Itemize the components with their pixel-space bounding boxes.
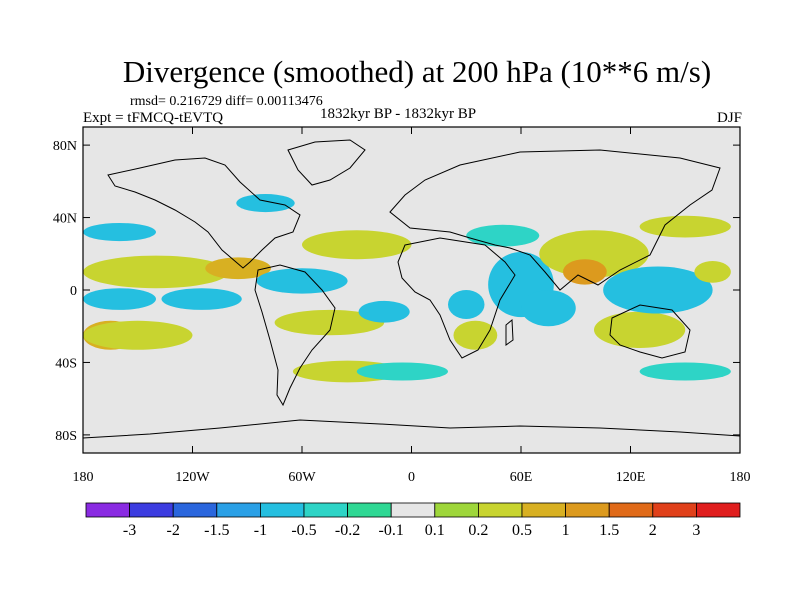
experiment-label: Expt = tFMCQ-tEVTQ xyxy=(83,110,224,126)
colorbar-swatch xyxy=(565,502,610,518)
colorbar-label: -0.1 xyxy=(379,522,404,539)
colorbar-label: -3 xyxy=(123,522,136,539)
anomaly-patch xyxy=(161,288,242,310)
anomaly-patch xyxy=(205,257,271,280)
colorbar-swatch xyxy=(477,502,523,518)
anomaly-patch xyxy=(594,311,686,348)
coast-greenland xyxy=(287,139,366,186)
colorbar-swatch xyxy=(303,502,348,518)
map-title: Divergence (smoothed) at 200 hPa (10**6 … xyxy=(122,54,712,89)
anomaly-patch xyxy=(274,309,385,336)
colorbar-label: -0.5 xyxy=(291,522,316,539)
colorbar-swatch xyxy=(696,502,741,518)
anomaly-patch xyxy=(302,230,412,260)
y-tick-label: 80N xyxy=(53,139,77,154)
colorbar-label: 1 xyxy=(562,522,570,539)
colorbar-swatch xyxy=(652,502,697,518)
colorbar-label: 0.5 xyxy=(512,522,532,539)
x-tick-label: 180 xyxy=(730,470,751,485)
divergence-field xyxy=(83,194,731,383)
anomaly-patch xyxy=(83,288,156,310)
x-axis: 180 120W 60W 0 60E 120E 180 xyxy=(73,127,751,485)
coast-madagascar xyxy=(505,318,514,346)
y-tick-label: 40N xyxy=(53,212,77,227)
anomaly-patch xyxy=(453,320,498,350)
colorbar-label: 0.2 xyxy=(468,522,488,539)
y-axis: 80N 40N 0 40S 80S xyxy=(53,139,740,444)
anomaly-patch xyxy=(639,215,731,238)
coast-antarctica xyxy=(83,419,740,439)
anomaly-patch xyxy=(466,224,540,247)
colorbar: -3 -2 -1.5 -1 -0.5 -0.2 -0.1 0.1 0.2 0.5 1 1.5 2 3 xyxy=(85,502,741,539)
colorbar-label: -2 xyxy=(167,522,180,539)
anomaly-patch xyxy=(356,362,448,381)
colorbar-label: 2 xyxy=(649,522,657,539)
colorbar-label: -0.2 xyxy=(335,522,360,539)
colorbar-swatch xyxy=(85,502,130,518)
anomaly-patch xyxy=(256,268,348,294)
coast-eurasia xyxy=(389,149,721,291)
colorbar-label: 0.1 xyxy=(425,522,445,539)
colorbar-swatch xyxy=(347,502,392,518)
y-tick-label: 80S xyxy=(55,429,77,444)
colorbar-swatch xyxy=(259,502,305,518)
x-tick-label: 120W xyxy=(175,470,210,485)
anomaly-patch xyxy=(83,320,193,350)
coast-south-america xyxy=(254,264,336,407)
anomaly-patch xyxy=(603,266,713,314)
x-tick-label: 60W xyxy=(288,470,316,485)
colorbar-swatch xyxy=(129,502,174,518)
season-label: DJF xyxy=(716,110,742,126)
anomaly-patch xyxy=(562,259,607,285)
coast-australia xyxy=(609,304,691,359)
colorbar-label: 3 xyxy=(692,522,700,539)
statistics-text: rmsd= 0.216729 diff= 0.00113476 xyxy=(130,94,323,109)
anomaly-patch xyxy=(358,300,410,323)
y-tick-label: 40S xyxy=(55,356,77,371)
period-label: 1832kyr BP - 1832kyr BP xyxy=(320,106,477,122)
colorbar-swatch xyxy=(390,502,436,518)
x-tick-label: 60E xyxy=(510,470,533,485)
anomaly-patch xyxy=(521,290,576,327)
anomaly-patch xyxy=(694,261,731,283)
x-tick-label: 0 xyxy=(408,470,415,485)
x-tick-label: 120E xyxy=(616,470,646,485)
y-tick-label: 0 xyxy=(70,284,77,299)
anomaly-patch xyxy=(639,362,731,381)
anomaly-patch xyxy=(448,290,485,319)
colorbar-swatch xyxy=(216,502,261,518)
coast-africa xyxy=(397,237,516,359)
x-tick-label: 180 xyxy=(73,470,94,485)
coast-north-america xyxy=(107,157,301,269)
anomaly-patch xyxy=(83,255,229,289)
anomaly-patch xyxy=(236,194,295,213)
colorbar-label: 1.5 xyxy=(599,522,619,539)
colorbar-swatch xyxy=(172,502,218,518)
colorbar-swatch xyxy=(608,502,654,518)
colorbar-swatch xyxy=(434,502,479,518)
colorbar-label: -1.5 xyxy=(204,522,229,539)
coastlines xyxy=(83,139,740,439)
colorbar-swatch xyxy=(521,502,566,518)
anomaly-patch xyxy=(83,222,156,242)
colorbar-label: -1 xyxy=(254,522,267,539)
